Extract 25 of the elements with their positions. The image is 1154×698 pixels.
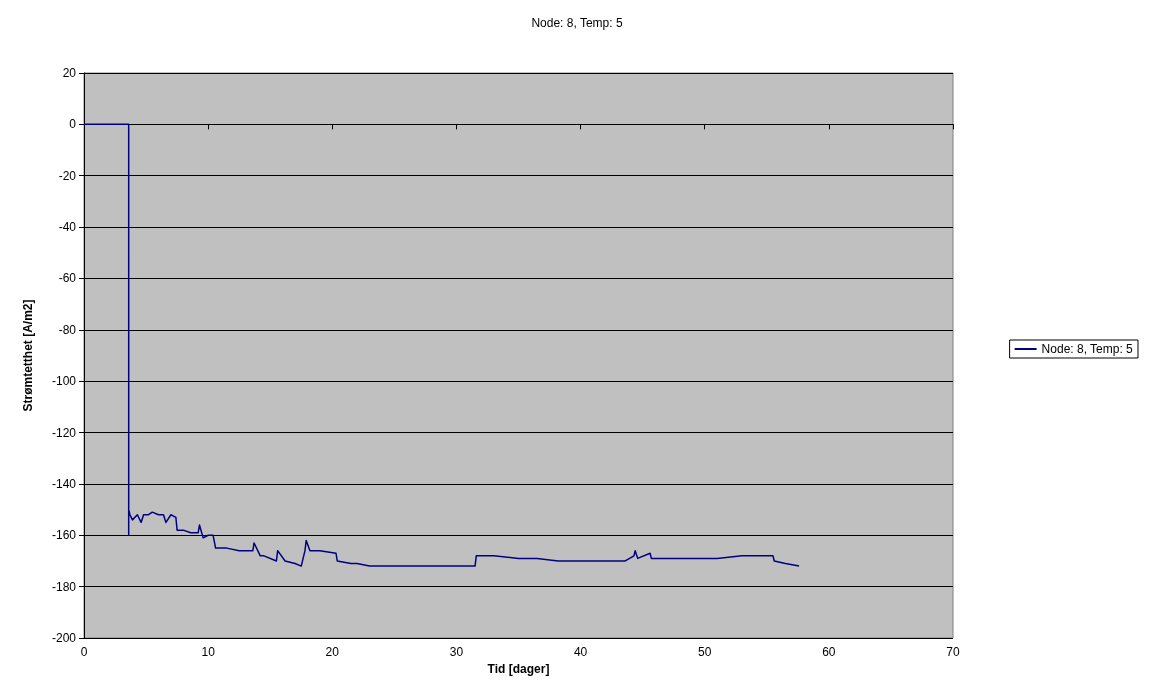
line-series [83,123,800,567]
y-tick-label: -160 [51,528,77,543]
legend-label: Node: 8, Temp: 5 [1041,342,1134,356]
x-axis-title: Tid [dager] [487,661,550,676]
x-tick-label: 50 [698,645,712,659]
y-tick-label: -200 [51,631,77,645]
y-tick-label: -180 [51,579,77,594]
y-tick-label: -20 [58,168,77,183]
x-tick-label: 0 [80,645,88,659]
x-tick-label: 20 [325,645,340,659]
y-tick-label: -120 [51,425,77,440]
y-tick-label: 20 [62,66,77,80]
x-tick-label: 70 [946,645,960,659]
y-tick-label: 0 [69,117,77,132]
x-tick-label: 40 [573,645,588,659]
y-tick-label: -40 [58,220,77,235]
x-tick-label: 10 [201,645,216,659]
chart-title: Node: 8, Temp: 5 [531,16,623,30]
x-tick-label: 30 [449,645,464,659]
y-tick-label: -60 [58,271,77,286]
y-tick-label: -140 [51,476,77,491]
y-tick-label: -100 [51,374,77,389]
x-tick-label: 60 [822,645,836,659]
y-tick-label: -80 [58,322,77,337]
y-axis-title: Strømtetthet [A/m2] [21,299,35,412]
